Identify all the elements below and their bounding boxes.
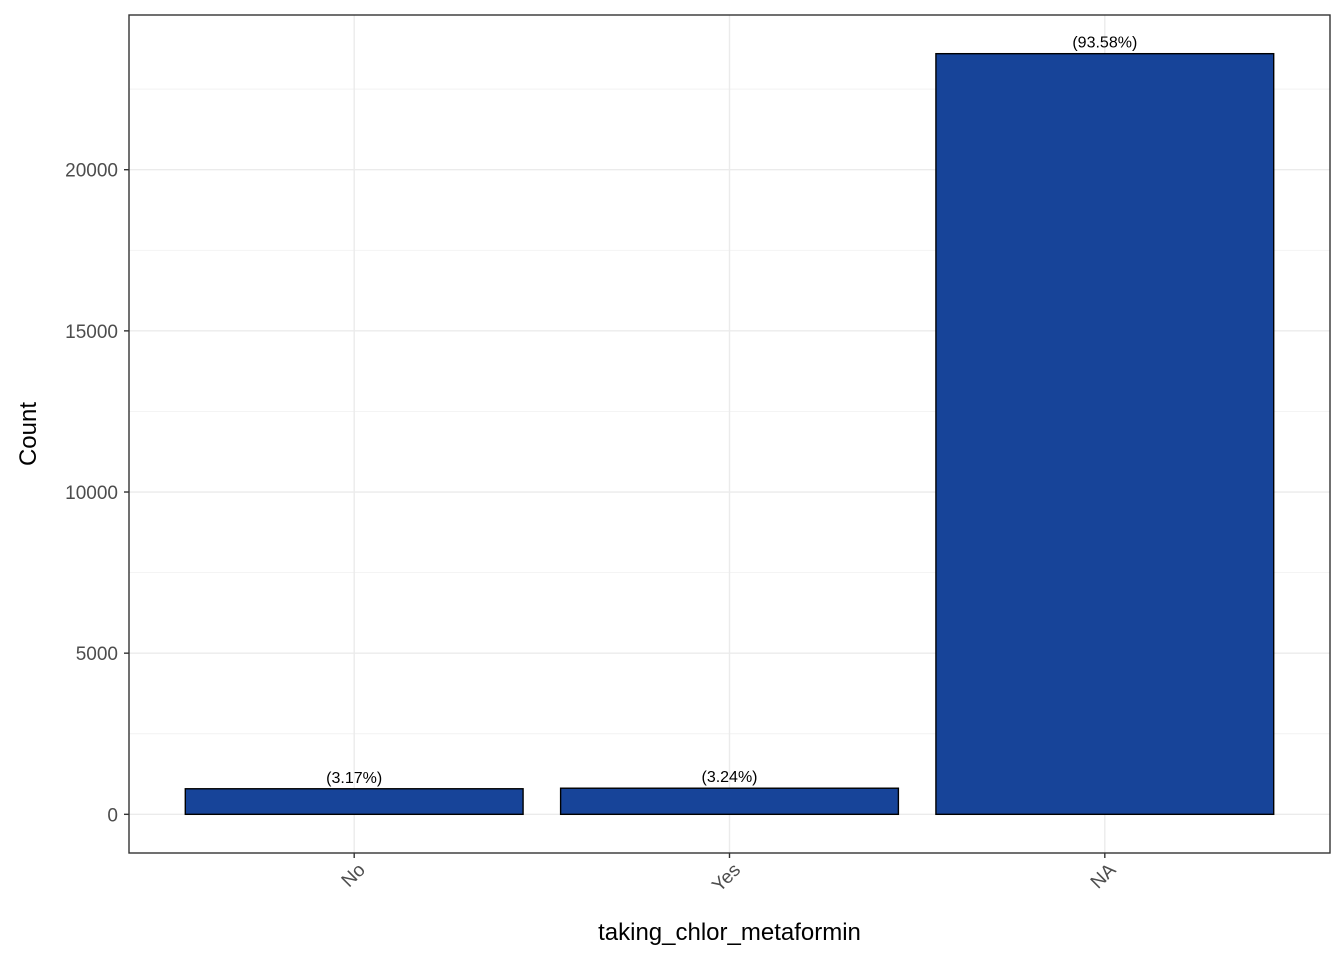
y-axis-title: Count xyxy=(15,402,42,466)
bar-label-yes: (3.24%) xyxy=(701,769,757,786)
y-tick-label: 0 xyxy=(107,805,118,826)
x-tick-label-yes: Yes xyxy=(708,860,745,897)
x-axis-title: taking_chlor_metaformin xyxy=(598,919,861,946)
x-tick-label-no: No xyxy=(338,860,370,892)
bar-labels: (3.17%) (3.24%) (93.58%) xyxy=(326,35,1137,787)
y-tick-label: 5000 xyxy=(76,644,118,665)
y-tick-label: 10000 xyxy=(65,483,118,504)
bar-label-no: (3.17%) xyxy=(326,770,382,787)
x-axis: No Yes NA xyxy=(338,853,1121,896)
bar-no xyxy=(184,788,524,816)
y-tick-label: 15000 xyxy=(65,322,118,343)
bar-label-na: (93.58%) xyxy=(1072,35,1137,52)
y-axis: 0 5000 10000 15000 20000 xyxy=(65,161,129,826)
bars xyxy=(184,52,1275,816)
bar-na xyxy=(935,52,1275,816)
x-tick-label-na: NA xyxy=(1087,859,1121,893)
bar-yes xyxy=(559,787,900,816)
y-tick-label: 20000 xyxy=(65,161,118,182)
